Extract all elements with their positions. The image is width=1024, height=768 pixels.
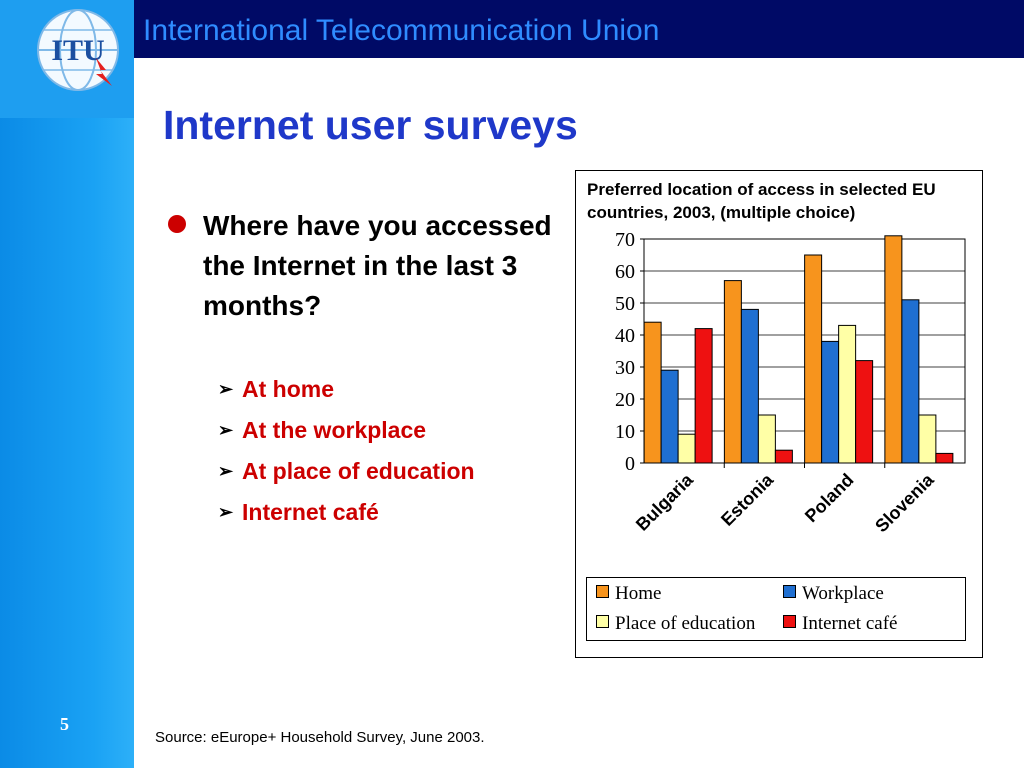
sub-bullet-label: Internet café	[242, 499, 379, 525]
bar-estonia-3	[774, 449, 793, 464]
legend-label: Home	[615, 583, 662, 604]
bar-bulgaria-0	[643, 321, 662, 464]
bar-poland-1	[821, 340, 840, 464]
bar-bulgaria-1	[660, 369, 679, 464]
sub-bullet-label: At the workplace	[242, 417, 427, 443]
y-tick-label: 0	[625, 453, 635, 475]
bar-slovenia-0	[884, 235, 903, 464]
bar-poland-0	[804, 254, 823, 464]
bar-slovenia-2	[918, 414, 937, 464]
bar-poland-2	[838, 324, 857, 464]
legend-item-home: Home	[596, 583, 661, 605]
sub-bullet-home: ➢ At home	[218, 376, 334, 406]
legend-label: Internet café	[802, 613, 898, 634]
legend-label: Workplace	[802, 583, 884, 604]
x-category-label: Slovenia	[871, 469, 938, 536]
bar-estonia-2	[757, 414, 776, 464]
x-category-label: Bulgaria	[632, 469, 698, 535]
itu-logo: ITU	[0, 0, 134, 118]
sub-bullet-education: ➢ At place of education	[218, 458, 475, 488]
bar-slovenia-3	[935, 452, 954, 464]
arrow-bullet-icon: ➢	[218, 379, 234, 399]
page-title: Internet user surveys	[163, 102, 578, 148]
header-band	[134, 0, 1024, 58]
chart-legend: Home Workplace Place of education Intern…	[586, 577, 966, 641]
bar-bulgaria-2	[677, 433, 696, 464]
svg-text:ITU: ITU	[51, 34, 104, 67]
header-title: International Telecommunication Union	[143, 14, 660, 47]
bar-chart: 0 10 20 30 40 50 60 70 Bulgaria Estonia Poland Slov…	[615, 229, 966, 536]
x-category-label: Poland	[801, 470, 858, 527]
arrow-bullet-icon: ➢	[218, 502, 234, 522]
bar-estonia-0	[723, 280, 742, 464]
legend-swatch	[596, 615, 609, 628]
x-category-label: Estonia	[717, 469, 778, 530]
y-tick-label: 30	[615, 357, 635, 379]
legend-swatch	[596, 585, 609, 598]
y-tick-label: 40	[615, 325, 635, 347]
arrow-bullet-icon: ➢	[218, 420, 234, 440]
source-note: Source: eEurope+ Household Survey, June …	[155, 729, 485, 746]
legend-swatch	[783, 585, 796, 598]
bullet-dot-icon	[168, 215, 186, 233]
sidebar-band	[0, 0, 134, 768]
legend-item-cafe: Internet café	[783, 613, 897, 635]
arrow-bullet-icon: ➢	[218, 461, 234, 481]
bar-bulgaria-3	[694, 328, 713, 464]
itu-globe-icon: ITU	[37, 9, 119, 91]
bar-poland-3	[855, 360, 874, 464]
legend-label: Place of education	[615, 613, 756, 634]
main-bullet-text: Where have you accessed the Internet in …	[203, 210, 552, 321]
sub-bullet-workplace: ➢ At the workplace	[218, 417, 426, 447]
y-tick-label: 50	[615, 293, 635, 315]
legend-item-workplace: Workplace	[783, 583, 884, 605]
bar-slovenia-1	[901, 299, 920, 464]
y-tick-label: 20	[615, 389, 635, 411]
y-tick-label: 60	[615, 261, 635, 283]
slide-number: 5	[60, 714, 69, 734]
legend-item-education: Place of education	[596, 613, 755, 635]
chart-title: Preferred location of access in selected…	[587, 180, 936, 222]
y-tick-label: 70	[615, 229, 635, 251]
legend-swatch	[783, 615, 796, 628]
bar-estonia-1	[740, 308, 759, 464]
sub-bullet-label: At home	[242, 376, 334, 402]
y-tick-label: 10	[615, 421, 635, 443]
sub-bullet-label: At place of education	[242, 458, 475, 484]
sub-bullet-cafe: ➢ Internet café	[218, 499, 379, 529]
